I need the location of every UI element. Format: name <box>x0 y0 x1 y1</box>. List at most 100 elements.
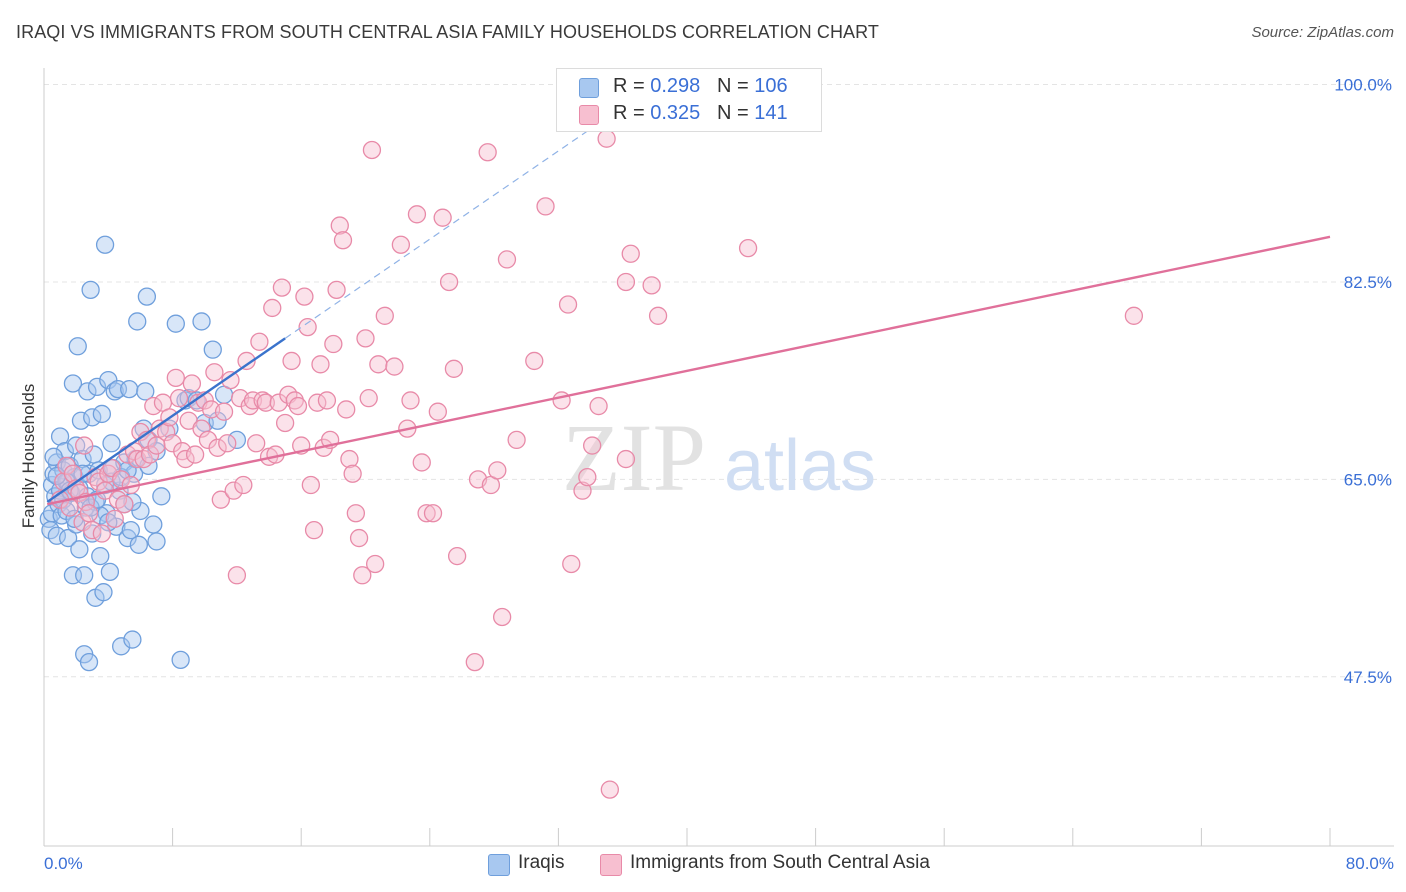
iraqis-point <box>79 652 99 672</box>
y-tick-label: 47.5% <box>1344 668 1392 687</box>
south-central-asia-point <box>256 393 275 412</box>
south-central-asia-point <box>327 280 346 300</box>
pink-swatch <box>600 854 622 876</box>
grid-layer <box>44 84 1394 678</box>
iraqis-point <box>50 427 70 446</box>
south-central-asia-point <box>391 235 411 254</box>
south-central-asia-point <box>211 490 230 509</box>
pink-swatch <box>579 105 599 125</box>
iraqis-point <box>92 404 112 424</box>
axes-layer <box>43 68 1394 847</box>
south-central-asia-point <box>337 400 356 419</box>
legend-label: Immigrants from South Central Asia <box>630 852 930 873</box>
iraqis-point <box>94 583 113 602</box>
south-central-asia-point <box>311 355 330 374</box>
south-central-asia-point <box>205 363 224 382</box>
south-central-asia-point <box>340 449 359 469</box>
trend-layer <box>46 95 1331 506</box>
south-central-asia-point <box>738 238 758 258</box>
x-tick-label: 0.0% <box>44 854 83 873</box>
iraqis-point <box>105 382 124 401</box>
south-central-asia-point <box>298 317 317 337</box>
south-central-asia-point <box>285 391 304 410</box>
south-central-asia-point <box>365 554 385 574</box>
south-central-asia-point <box>166 368 185 388</box>
iraqis-point <box>137 287 157 306</box>
iraqis-point <box>192 312 211 331</box>
south-central-asia-point <box>304 520 324 540</box>
south-central-asia-point <box>263 298 282 318</box>
south-central-asia-point <box>176 449 195 469</box>
iraqis-point <box>123 630 142 649</box>
iraqis-point <box>144 515 163 534</box>
south-central-asia-point <box>105 509 124 529</box>
iraqis-point <box>68 337 87 356</box>
iraqis-point <box>100 562 120 582</box>
iraqis-point <box>227 430 247 450</box>
iraqis-point <box>83 408 102 427</box>
south-central-asia-point <box>552 391 571 410</box>
south-central-asia-point <box>447 546 467 566</box>
south-central-asia-point <box>353 566 372 585</box>
south-central-asia-point <box>648 306 668 325</box>
south-central-asia-point <box>330 216 349 235</box>
iraqis-point <box>81 280 100 300</box>
south-central-asia-point <box>616 272 636 292</box>
south-central-asia-point <box>573 481 592 500</box>
south-central-asia-point <box>401 391 420 410</box>
south-central-asia-point <box>92 524 112 543</box>
south-central-asia-point <box>525 351 544 371</box>
iraqis-point <box>75 566 94 585</box>
south-central-asia-point <box>621 244 640 263</box>
iraqis-point <box>129 535 148 554</box>
blue-swatch <box>579 78 599 98</box>
south-central-asia-point <box>185 445 205 464</box>
south-central-asia-point <box>433 208 452 227</box>
iraqis-trendline <box>46 337 286 503</box>
iraqis-point <box>166 314 185 333</box>
south-central-asia-point <box>250 332 269 351</box>
south-central-asia-point <box>558 295 578 314</box>
south-central-asia-point <box>578 467 597 487</box>
south-central-asia-point <box>288 396 308 416</box>
south-central-asia-point <box>317 391 337 410</box>
tick-labels: 47.5% 65.0% 82.5% 100.0% 0.0% 80.0% <box>44 76 1394 873</box>
south-central-asia-point <box>301 475 320 495</box>
south-central-asia-point <box>488 461 507 480</box>
iraqis-point <box>71 411 91 430</box>
south-central-asia-point <box>144 396 163 416</box>
legend-label: Iraqis <box>518 852 565 873</box>
south-central-asia-point <box>282 351 301 371</box>
south-central-asia-point <box>333 231 353 250</box>
south-central-asia-point <box>115 495 134 514</box>
south-central-asia-point <box>214 402 234 421</box>
south-central-asia-point <box>234 475 253 495</box>
iraqis-point <box>128 312 147 331</box>
south-central-asia-point <box>272 278 292 297</box>
south-central-asia-point <box>218 434 237 453</box>
south-central-asia-point <box>444 359 464 378</box>
south-central-asia-point <box>247 434 266 453</box>
correlation-legend: R = 0.298 N = 106 R = 0.325 N = 141 <box>556 68 822 132</box>
iraqis-point <box>63 374 83 393</box>
iraqis-point <box>47 526 67 545</box>
south-central-asia-point <box>583 436 602 455</box>
south-central-asia-point <box>169 389 189 408</box>
south-central-asia-point <box>536 197 555 216</box>
iraqis-point <box>208 411 227 430</box>
south-central-asia-point <box>642 276 661 295</box>
iraqis-point <box>102 434 121 453</box>
south-central-asia-point <box>478 143 497 162</box>
south-central-asia-point <box>1124 306 1144 325</box>
south-central-asia-point <box>362 140 382 160</box>
south-central-asia-point <box>221 370 240 390</box>
south-central-asia-point <box>275 413 295 433</box>
south-central-asia-point <box>79 504 99 523</box>
south-central-asia-point <box>63 464 83 483</box>
iraqis-point <box>152 487 171 506</box>
south-central-asia-point <box>224 481 243 500</box>
south-central-asia-point <box>375 306 394 325</box>
iraqis-point <box>78 382 97 401</box>
south-central-asia-point <box>423 504 443 523</box>
